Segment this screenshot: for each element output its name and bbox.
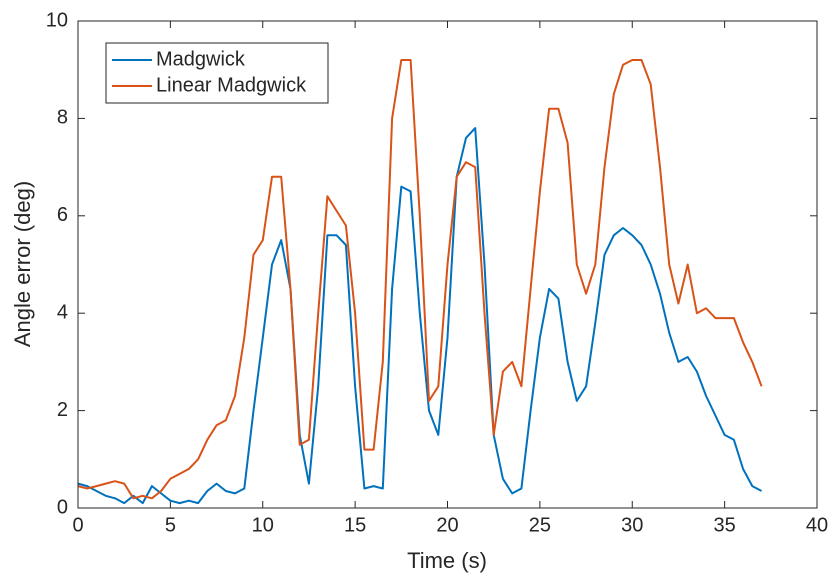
x-tick-label: 40 [806,514,828,536]
x-tick-label: 10 [252,514,274,536]
x-tick-label: 0 [72,514,83,536]
x-tick-label: 5 [165,514,176,536]
y-tick-label: 6 [57,204,68,226]
series-line [77,59,763,500]
x-tick-label: 25 [529,514,551,536]
x-tick-label: 15 [344,514,366,536]
x-tick-label: 20 [436,514,458,536]
legend-box [105,42,329,104]
y-tick-label: 4 [57,301,68,323]
legend-label: Madgwick [156,48,246,70]
y-tick-label: 8 [57,107,68,129]
x-axis-label: Time (s) [407,548,487,573]
series-line [77,127,763,505]
legend-label: Linear Madgwick [156,74,307,96]
y-tick-label: 2 [57,399,68,421]
y-tick-label: 10 [46,9,68,31]
x-tick-label: 35 [714,514,736,536]
y-tick-label: 0 [57,496,68,518]
axes-box [77,20,818,509]
x-tick-label: 30 [621,514,643,536]
y-axis-label: Angle error (deg) [10,181,35,347]
legend: Madgwick Linear Madgwick [105,42,329,104]
